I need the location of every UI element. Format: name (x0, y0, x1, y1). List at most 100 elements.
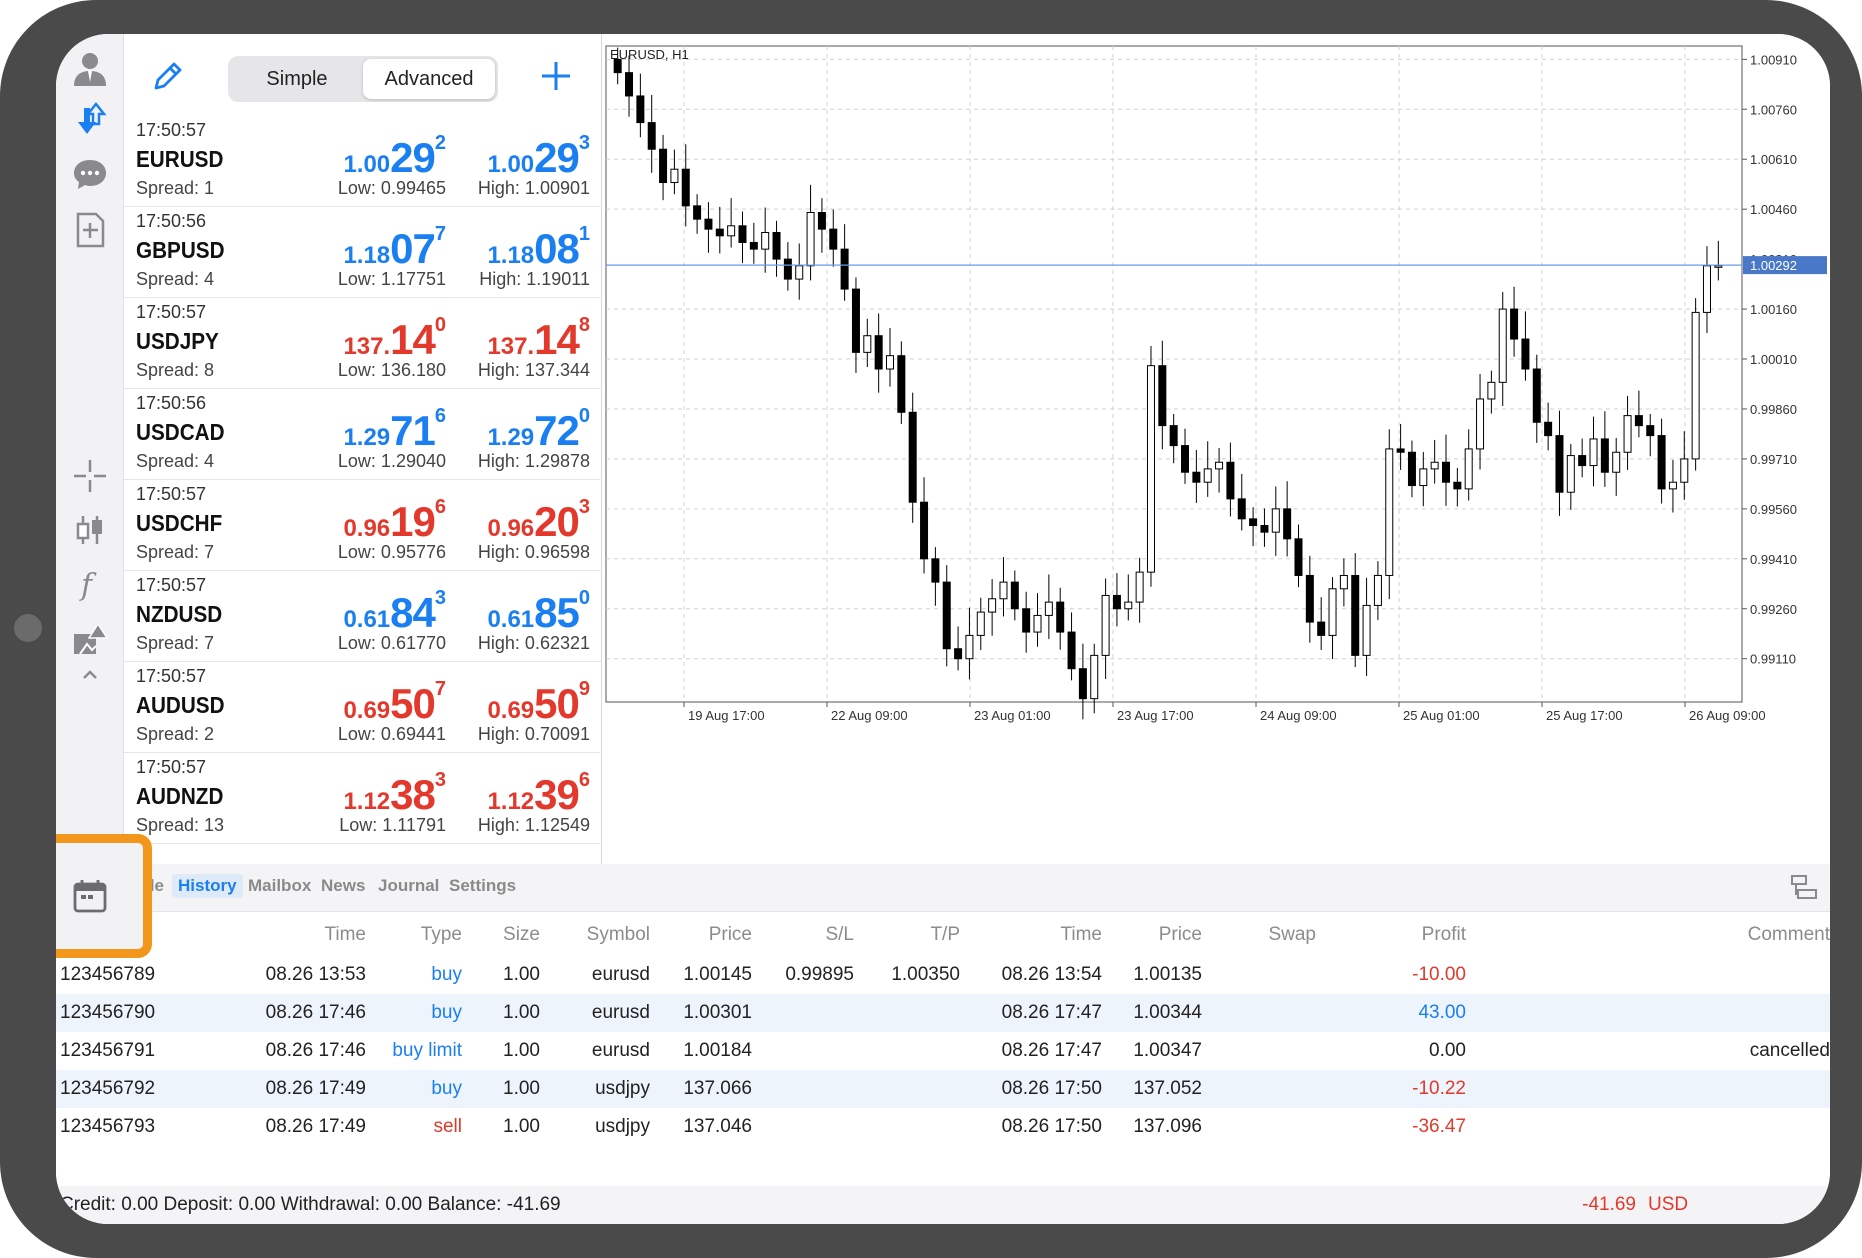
more-icon[interactable] (68, 670, 112, 690)
ask-price[interactable]: 1.12396 (487, 769, 590, 818)
candle-body (1044, 601, 1053, 616)
candle (1373, 561, 1382, 621)
pencil-icon[interactable] (148, 56, 188, 96)
quote-spread: Spread: 7 (136, 542, 215, 562)
price-chart[interactable]: 1.00910 1.00760 1.00610 1.00460 1.00160 1.000… (602, 34, 1830, 864)
candle (738, 211, 747, 264)
chat-icon[interactable] (68, 152, 112, 196)
candle (897, 341, 906, 424)
quote-low: Low: 0.95776 (337, 542, 446, 562)
time-label: 22 Aug 09:00 (831, 708, 908, 723)
candle-body (942, 581, 951, 650)
candle-type-icon[interactable] (68, 508, 112, 552)
tab-news[interactable]: News (321, 876, 366, 895)
ask-price[interactable]: 0.69509 (487, 678, 590, 727)
tab-mailbox[interactable]: Mailbox (248, 876, 312, 895)
candle (1158, 340, 1167, 450)
quote-row[interactable]: 17:50:57 USDCHF Spread: 7 0.96196 0.96203 Low… (124, 480, 602, 571)
bid-price[interactable]: 1.12383 (343, 769, 446, 818)
tab-history[interactable]: History (172, 874, 243, 898)
quote-row[interactable]: 17:50:57 USDJPY Spread: 8 137.140 137.148 Low… (124, 298, 602, 389)
candle (886, 328, 894, 387)
screen: f Simple Advanced 17:50:57 EURUSD Spread: … (56, 34, 1830, 1224)
candle (1124, 574, 1133, 621)
candle-body (1600, 438, 1609, 473)
plus-icon[interactable] (534, 54, 578, 98)
quote-row[interactable]: 17:50:56 GBPUSD Spread: 4 1.18077 1.18081 Low… (124, 207, 602, 298)
trade-arrows-icon[interactable] (68, 98, 112, 142)
ask-price[interactable]: 0.96203 (487, 496, 590, 545)
candle-body (1373, 574, 1382, 606)
quote-row[interactable]: 17:50:57 AUDUSD Spread: 2 0.69507 0.69509 Low… (124, 662, 602, 753)
col-symbol: Symbol (586, 924, 650, 945)
new-document-icon[interactable] (68, 208, 112, 252)
quote-row[interactable]: 17:50:57 NZDUSD Spread: 7 0.61843 0.61850 Low… (124, 571, 602, 662)
bid-price[interactable]: 0.96196 (343, 496, 446, 545)
history-row[interactable]: 123456793 08.26 17:49 sell 1.00 usdjpy 137.04… (56, 1108, 1830, 1146)
candle (829, 209, 838, 267)
candle (1430, 439, 1439, 484)
bid-price[interactable]: 1.18077 (343, 223, 446, 272)
candle-body (704, 218, 713, 230)
cell-sl: 0.99895 (785, 964, 854, 985)
history-row[interactable]: 123456791 08.26 17:46 buy limit 1.00 eurusd 1… (56, 1032, 1830, 1070)
bid-price[interactable]: 0.61843 (343, 587, 446, 636)
bid-price[interactable]: 1.00292 (343, 132, 446, 181)
price-label: 0.99260 (1750, 602, 1797, 617)
ask-price[interactable]: 0.61850 (487, 587, 590, 636)
cell-close-time: 08.26 17:47 (1001, 1040, 1102, 1061)
tab-settings[interactable]: Settings (449, 876, 517, 895)
candle-body (1124, 601, 1133, 610)
bid-price[interactable]: 0.69507 (343, 678, 446, 727)
crosshair-icon[interactable] (68, 454, 112, 498)
candle-body (999, 581, 1008, 600)
bid-price[interactable]: 1.29716 (343, 405, 446, 454)
candle (1442, 434, 1450, 506)
chart-title: EURUSD, H1 (610, 47, 689, 62)
advanced-tab[interactable]: Advanced (363, 59, 495, 99)
ask-price[interactable]: 137.148 (487, 314, 590, 363)
function-icon[interactable]: f (68, 562, 112, 606)
layout-icon[interactable] (1788, 872, 1820, 904)
candle-body (1328, 588, 1337, 636)
ask-price[interactable]: 1.00293 (487, 132, 590, 181)
candle (1464, 429, 1473, 501)
candle (965, 607, 974, 680)
candle-body (1521, 338, 1530, 370)
bid-price[interactable]: 137.140 (343, 314, 446, 363)
candle (625, 55, 634, 117)
quote-row[interactable]: 17:50:57 AUDNZD Spread: 13 1.12383 1.12396 Lo… (124, 753, 602, 844)
cell-size: 1.00 (503, 964, 540, 985)
cell-size: 1.00 (503, 1002, 540, 1023)
candle-body (749, 241, 758, 250)
ask-price[interactable]: 1.29720 (487, 405, 590, 454)
quote-time: 17:50:57 (136, 757, 207, 777)
calendar-button[interactable] (56, 834, 152, 958)
history-row[interactable]: 123456789 08.26 13:53 buy 1.00 eurusd 1.00145… (56, 956, 1830, 994)
candle-body (1680, 458, 1689, 483)
time-label: 26 Aug 09:00 (1689, 708, 1766, 723)
tab-journal[interactable]: Journal (378, 876, 440, 895)
ask-price[interactable]: 1.18081 (487, 223, 590, 272)
simple-tab[interactable]: Simple (266, 67, 328, 90)
account-icon[interactable] (68, 46, 112, 90)
candle-body (1419, 468, 1428, 487)
quote-row[interactable]: 17:50:57 EURUSD Spread: 1 1.00292 1.00293 Low… (124, 116, 602, 207)
history-row[interactable]: 123456790 08.26 17:46 buy 1.00 eurusd 1.00301… (56, 994, 1830, 1032)
candle-body (1135, 571, 1144, 603)
cell-symbol: eurusd (591, 1002, 650, 1023)
cell-close-time: 08.26 17:47 (1001, 1002, 1102, 1023)
candle (659, 134, 668, 201)
col-close-time: Time (1060, 924, 1102, 945)
time-label: 19 Aug 17:00 (688, 708, 765, 723)
candlestick-chart[interactable]: 1.00910 1.00760 1.00610 1.00460 1.00160 1.000… (602, 34, 1830, 864)
quote-row[interactable]: 17:50:56 USDCAD Spread: 4 1.29716 1.29720 Low… (124, 389, 602, 480)
candle (670, 149, 679, 195)
candle-body (1634, 415, 1643, 427)
objects-icon[interactable] (68, 618, 112, 662)
cell-profit: 0.00 (1429, 1040, 1466, 1061)
candle-body (908, 411, 917, 503)
candle (1521, 311, 1530, 381)
history-row[interactable]: 123456792 08.26 17:49 buy 1.00 usdjpy 137.066… (56, 1070, 1830, 1108)
